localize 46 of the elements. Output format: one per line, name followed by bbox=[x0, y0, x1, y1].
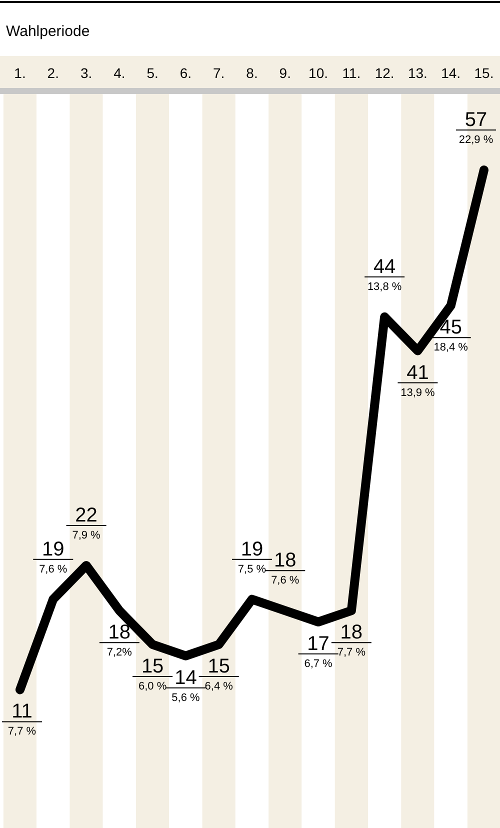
data-label: 19 bbox=[42, 538, 64, 560]
annotation: 18,4 % bbox=[434, 342, 468, 354]
x-axis-title: Wahlperiode bbox=[6, 23, 90, 40]
text: 22,9 % bbox=[458, 134, 494, 146]
annotation: 6,4 % bbox=[204, 680, 234, 693]
x-tick-label: 11. bbox=[342, 65, 361, 81]
x-tick-label: 5. bbox=[146, 65, 158, 81]
annotation: 7,9 % bbox=[72, 529, 101, 542]
data-label: 18 bbox=[274, 550, 296, 572]
data-label: 22 bbox=[75, 504, 98, 526]
annotation: 13,8 % bbox=[367, 280, 402, 293]
x-tick-label: 6. bbox=[180, 65, 192, 81]
annotation: 6,0 % bbox=[138, 680, 167, 693]
data-label: 41 bbox=[406, 362, 429, 384]
data-label: 45 bbox=[440, 316, 462, 339]
data-label: 57 bbox=[464, 109, 488, 131]
x-tick-label: 15. bbox=[474, 65, 494, 81]
x-tick-label: 13. bbox=[408, 65, 428, 81]
annotation: 13,9 % bbox=[400, 386, 436, 399]
x-tick-label: 3. bbox=[80, 65, 92, 81]
data-label: 15 bbox=[208, 656, 230, 678]
data-label: 17 bbox=[307, 632, 330, 655]
annotation: 7,5 % bbox=[238, 563, 266, 576]
text: 5,6 % bbox=[172, 692, 200, 704]
x-tick-label: 14. bbox=[441, 65, 461, 81]
annotation: 7,6 % bbox=[271, 574, 300, 587]
x-tick-label: 7. bbox=[213, 65, 225, 81]
x-tick-label: 9. bbox=[279, 65, 291, 81]
annotation: 6,7 % bbox=[304, 658, 333, 670]
data-label: 44 bbox=[373, 256, 396, 278]
annotation: 7,7 % bbox=[337, 646, 366, 659]
x-tick-label: 2. bbox=[47, 65, 59, 81]
annotation: 7,2% bbox=[106, 646, 132, 659]
text: 7,7 % bbox=[8, 726, 36, 738]
data-label: 15 bbox=[141, 656, 164, 678]
x-tick-label: 8. bbox=[246, 65, 258, 81]
data-label: 14 bbox=[174, 666, 197, 689]
x-tick-label: 12. bbox=[374, 65, 394, 81]
x-tick-label: 4. bbox=[114, 65, 126, 81]
data-label: 18 bbox=[108, 622, 131, 644]
data-label: 18 bbox=[340, 622, 363, 644]
x-tick-label: 1. bbox=[14, 65, 26, 81]
data-label: 11 bbox=[12, 700, 32, 723]
annotation: 7,6 % bbox=[39, 563, 68, 576]
data-label: 19 bbox=[240, 538, 264, 560]
x-tick-label: 10. bbox=[308, 65, 328, 81]
